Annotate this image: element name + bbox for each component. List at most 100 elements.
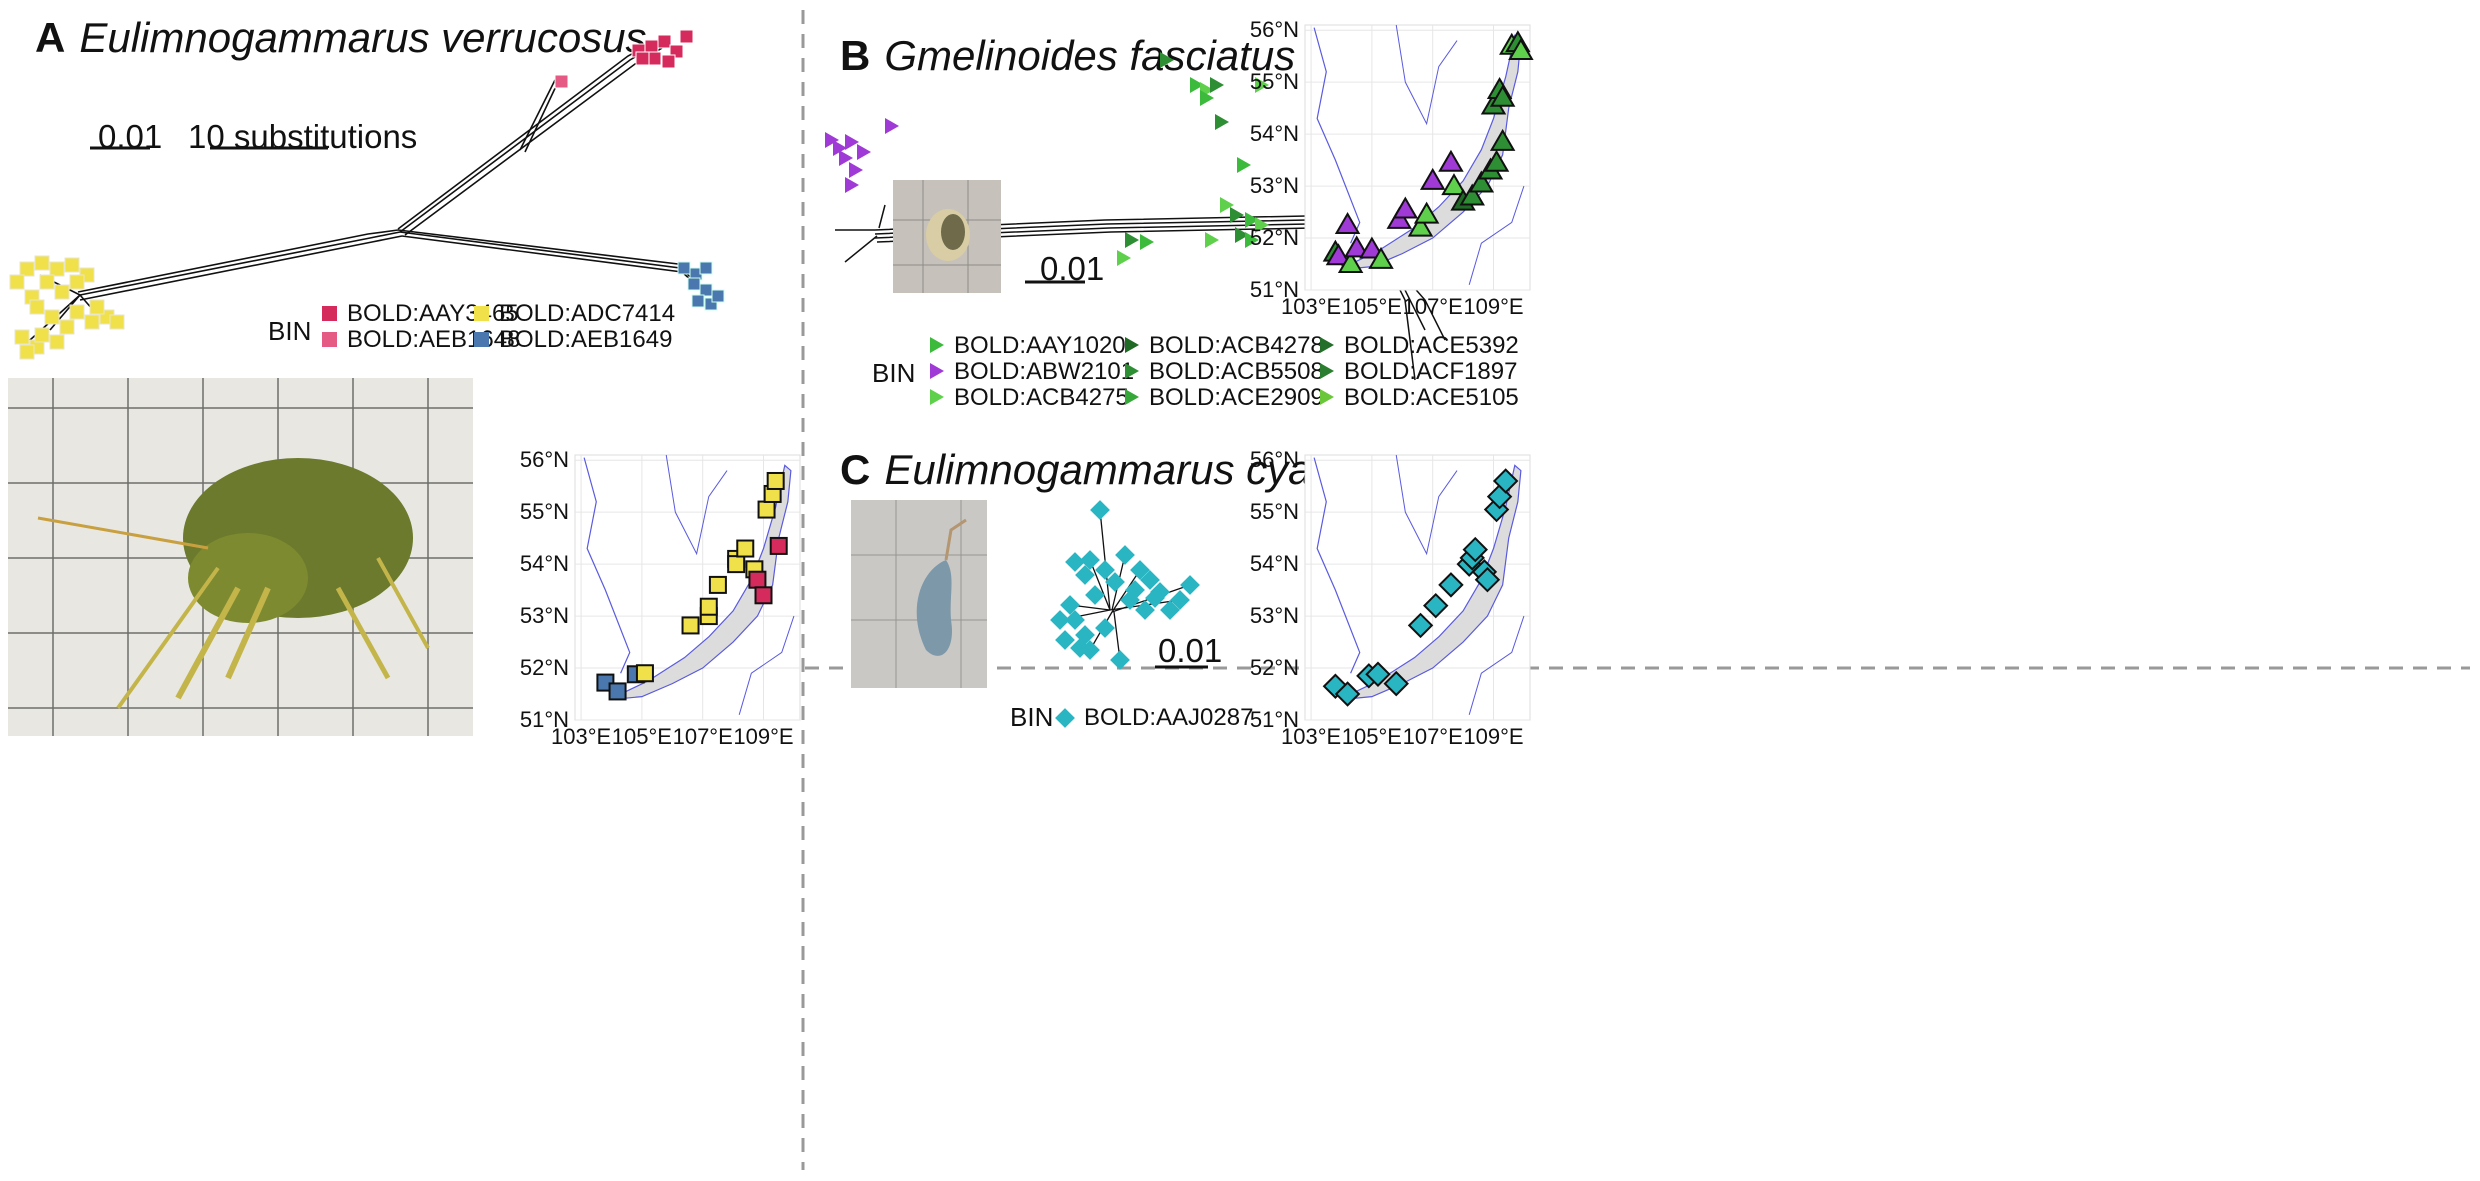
map-marker [1365,661,1391,688]
legend-item: BOLD:ACE2909 [1125,384,1324,412]
map-lon-tick: 103°E [551,724,611,749]
map-marker [1489,84,1516,107]
map-marker [1462,536,1488,563]
panel-c-specimen-photo [851,500,987,688]
panel-a-bin-title: BIN [268,316,312,346]
map-marker [748,570,767,589]
network-tip [1135,600,1155,620]
network-tip [1245,212,1259,228]
legend-swatch-diamond [1055,708,1075,728]
network-tip [49,334,65,350]
network-tip [1070,638,1090,658]
map-marker [1441,173,1467,196]
panel-b-specimen-photo [893,180,1001,293]
map-marker [1334,681,1361,707]
network-tip [1170,590,1190,610]
network-tip [687,277,701,291]
network-tip [699,283,713,297]
network-tip [1235,227,1249,243]
map-lat-tick: 53°N [1250,173,1299,198]
map-marker [1483,149,1510,172]
map-marker [757,500,776,519]
legend-label: BOLD:ACE5392 [1344,332,1519,359]
map-lat-tick: 51°N [1250,277,1299,302]
legend-item: BOLD:ACB4278 [1125,332,1324,360]
legend-swatch-triangle [1320,363,1334,379]
map-lat-tick: 56°N [520,447,569,472]
map-marker [736,539,755,558]
network-tip [647,51,662,66]
map-lon-tick: 105°E [1342,294,1402,319]
network-tip [845,134,859,150]
legend-label: BOLD:AEB1648 [347,326,521,353]
panel-a-species: Eulimnogammarus verrucosus [79,14,647,61]
map-marker [766,471,785,490]
network-tip [679,29,694,44]
map-lat-tick: 55°N [1250,69,1299,94]
network-tip [1115,545,1135,565]
panel-b-scale-distance-label: 0.01 [1040,250,1105,287]
legend-item: BOLD:ACB4275 [930,384,1129,412]
legend-label: BOLD:AEB1649 [499,326,673,353]
network-tip [661,54,676,69]
map-marker [1474,566,1501,593]
network-tip [1210,77,1224,93]
legend-swatch-triangle [1320,337,1334,353]
panel-a-specimen-photo [8,378,473,736]
network-tip [1245,232,1259,248]
panel-b-network-tips [825,52,1269,266]
map-lat-tick: 56°N [1250,17,1299,42]
network-tip [9,274,25,290]
map-marker [635,664,654,683]
legend-item: BOLD:ABW2101 [930,358,1134,386]
panel-b-letter: B [840,32,871,79]
legend-item: BOLD:AAY3465 [322,300,519,328]
network-tip [69,274,85,290]
legend-swatch-triangle [930,337,944,353]
network-tip [19,261,35,277]
legend-label: BOLD:ACE5105 [1344,384,1519,411]
legend-swatch-square [322,306,337,321]
network-tip [19,344,35,360]
panel-a-bin-aay3465-tips [554,29,694,89]
network-tip [833,140,847,156]
network-tip [1140,570,1160,590]
network-tip [1085,585,1105,605]
map-marker [1492,468,1519,494]
network-tip [1220,197,1234,213]
network-tip [1065,552,1085,572]
map-lon-tick: 107°E [1403,724,1463,749]
network-tip [1255,217,1269,233]
legend-label: BOLD:ACB4275 [954,384,1129,411]
map-lat-tick: 52°N [1250,655,1299,680]
network-tip [59,319,75,335]
map-lat-tick: 56°N [1250,447,1299,472]
network-tip [44,309,60,325]
network-tip [677,261,691,275]
network-tip [691,294,705,308]
panel-c-scale-distance-label: 0.01 [1158,632,1223,669]
panel-c-bin-title: BIN [1010,702,1054,732]
map-marker [1407,214,1434,237]
coastline [665,454,728,556]
map-marker [727,555,746,574]
network-tip [1180,575,1200,595]
map-marker [1407,612,1434,639]
map-lat-tick: 52°N [520,655,569,680]
angara-river [583,457,631,674]
network-tip [1075,565,1095,585]
map-marker [1325,243,1352,266]
map-lat-tick: 55°N [1250,499,1299,524]
network-tip [1065,610,1085,630]
map-marker [1337,251,1364,274]
map-marker [1368,246,1394,269]
network-tip [1117,250,1131,266]
legend-label: BOLD:AAY3465 [347,300,519,327]
map-marker [769,536,788,555]
network-tip [64,257,80,273]
map-marker [708,575,727,594]
map-marker [1489,128,1516,151]
network-tip [29,299,45,315]
